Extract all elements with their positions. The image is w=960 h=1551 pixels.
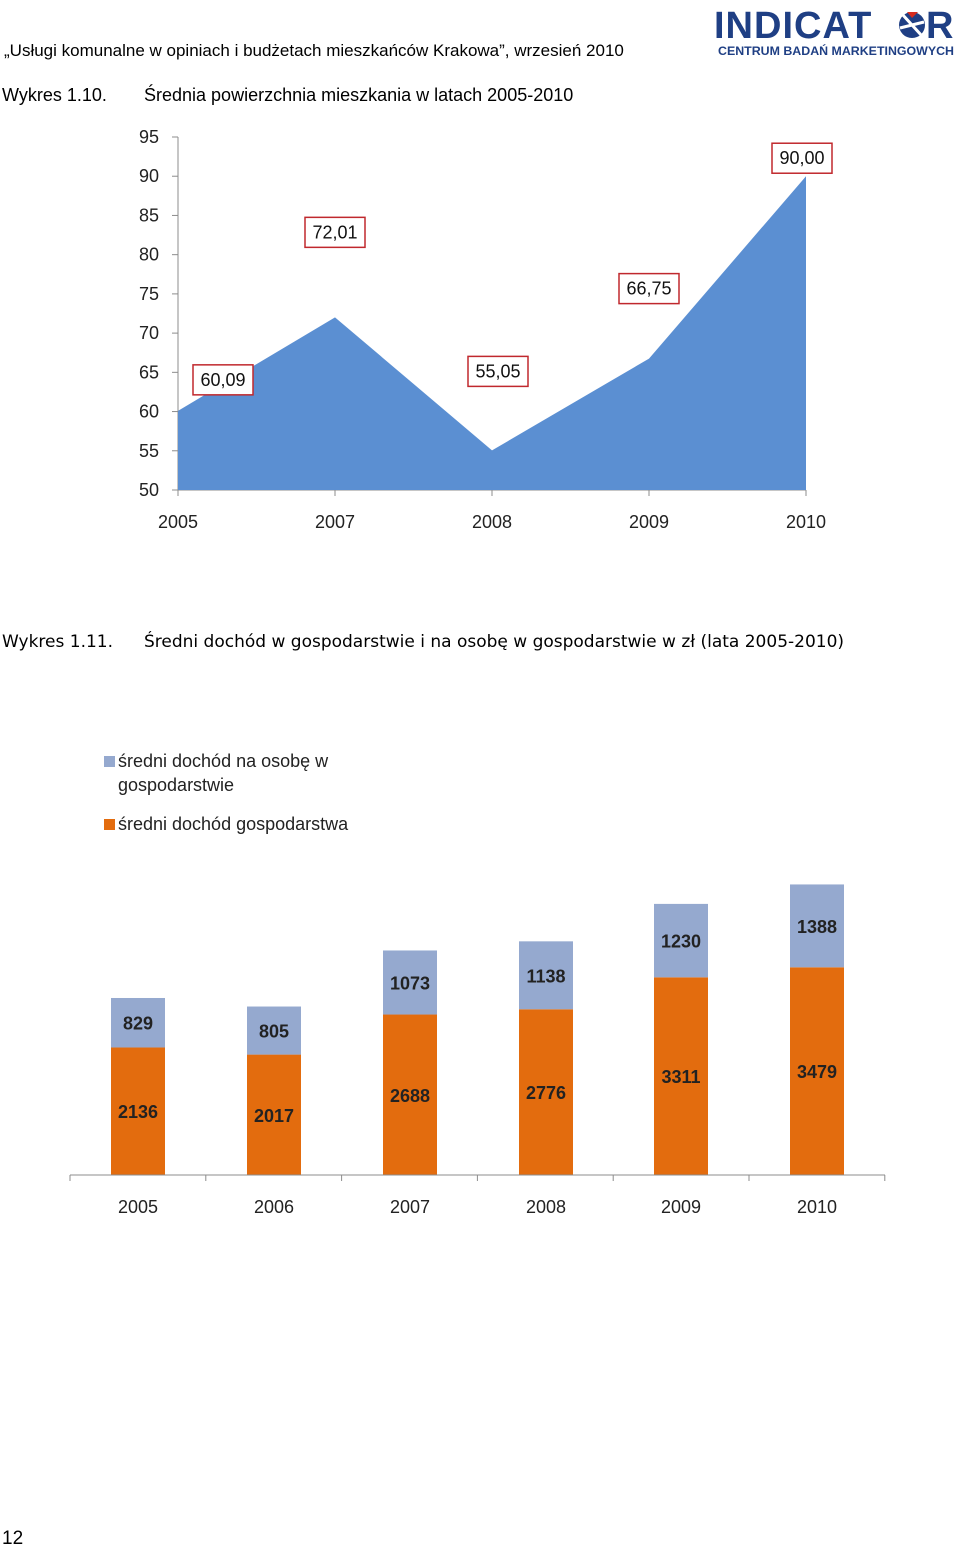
svg-text:72,01: 72,01 xyxy=(312,222,357,242)
svg-text:90,00: 90,00 xyxy=(779,148,824,168)
x-tick-label: 2009 xyxy=(661,1197,701,1217)
bar-household xyxy=(519,1009,573,1175)
y-tick-label: 80 xyxy=(139,245,159,265)
svg-text:średni dochód gospodarstwa: średni dochód gospodarstwa xyxy=(118,814,349,834)
bar-per-person xyxy=(654,903,708,978)
svg-text:średni dochód na osobę w: średni dochód na osobę w xyxy=(118,751,329,771)
data-label: 2688 xyxy=(390,1086,430,1106)
data-label: 829 xyxy=(123,1014,153,1034)
chart1-title: Wykres 1.10. Średnia powierzchnia mieszka… xyxy=(2,85,573,106)
y-tick-label: 60 xyxy=(139,402,159,422)
legend-swatch xyxy=(104,819,115,830)
bar-household xyxy=(654,977,708,1175)
bar-household xyxy=(790,967,844,1175)
page-number: 12 xyxy=(2,1528,24,1549)
y-tick-label: 55 xyxy=(139,441,159,461)
x-tick-label: 2005 xyxy=(118,1197,158,1217)
x-tick-label: 2008 xyxy=(526,1197,566,1217)
bar-per-person xyxy=(383,950,437,1015)
data-label: 1230 xyxy=(661,932,701,952)
y-tick-label: 95 xyxy=(139,127,159,147)
bar-per-person xyxy=(247,1006,301,1055)
x-tick-label: 2007 xyxy=(315,512,355,532)
bar-per-person xyxy=(790,884,844,968)
legend-item: średni dochód na osobę w gospodarstwie xyxy=(104,751,329,795)
svg-text:INDICAT: INDICAT xyxy=(714,5,872,47)
svg-text:60,09: 60,09 xyxy=(200,370,245,390)
x-tick-label: 2006 xyxy=(254,1197,294,1217)
chart1-label: Wykres 1.10. xyxy=(2,85,107,105)
data-label: 3479 xyxy=(797,1062,837,1082)
data-label: 90,00 xyxy=(771,142,833,174)
data-label: 1073 xyxy=(390,973,430,993)
x-tick-label: 2005 xyxy=(158,512,198,532)
x-tick-label: 2010 xyxy=(786,512,826,532)
chart2-title-text: Średni dochód w gospodarstwie i na osobę… xyxy=(144,632,845,652)
data-label: 2136 xyxy=(118,1102,158,1122)
x-tick-label: 2007 xyxy=(390,1197,430,1217)
area-series xyxy=(178,176,806,490)
chart2-title: Wykres 1.11. Średni dochód w gospodarstwi… xyxy=(2,632,844,652)
data-label: 2017 xyxy=(254,1106,294,1126)
y-tick-label: 50 xyxy=(139,480,159,500)
data-label: 805 xyxy=(259,1022,289,1042)
y-tick-label: 65 xyxy=(139,362,159,382)
data-label: 2776 xyxy=(526,1083,566,1103)
bar-household xyxy=(383,1014,437,1175)
data-label: 66,75 xyxy=(618,272,680,305)
data-label: 60,09 xyxy=(192,364,254,396)
svg-text:R: R xyxy=(926,5,953,47)
svg-text:gospodarstwie: gospodarstwie xyxy=(118,775,234,795)
bar-household xyxy=(247,1054,301,1175)
data-label: 55,05 xyxy=(467,355,529,388)
x-tick-label: 2009 xyxy=(629,512,669,532)
chart1-title-text: Średnia powierzchnia mieszkania w latach… xyxy=(144,85,574,105)
bar-per-person xyxy=(111,997,165,1048)
data-label: 1138 xyxy=(526,966,565,986)
area-chart: 50 55 60 65 70 75 80 85 90 95 2005 2007 2008 2009 2010… xyxy=(139,127,833,532)
data-label: 72,01 xyxy=(304,216,366,249)
legend-item: średni dochód gospodarstwa xyxy=(104,814,349,834)
legend-swatch xyxy=(104,756,115,767)
svg-text:CENTRUM BADAŃ MARKETINGOWYCH: CENTRUM BADAŃ MARKETINGOWYCH xyxy=(718,45,954,58)
y-tick-label: 85 xyxy=(139,205,159,225)
y-tick-label: 90 xyxy=(139,166,159,186)
chart2-label: Wykres 1.11. xyxy=(2,632,114,652)
bar-per-person xyxy=(519,941,573,1010)
data-label: 3311 xyxy=(661,1067,700,1087)
y-tick-label: 70 xyxy=(139,323,159,343)
report-header: „Usługi komunalne w opiniach i budżetach… xyxy=(4,41,624,60)
indicator-logo: INDICAT R CENTRUM BADAŃ MARKETINGOWYCH xyxy=(714,5,954,58)
x-tick-label: 2008 xyxy=(472,512,512,532)
svg-text:55,05: 55,05 xyxy=(475,361,520,381)
stacked-bar-chart: średni dochód na osobę wgospodarstwieśre… xyxy=(69,751,886,1217)
svg-text:66,75: 66,75 xyxy=(626,279,671,299)
x-tick-label: 2010 xyxy=(797,1197,837,1217)
data-label: 1388 xyxy=(797,917,837,937)
bar-household xyxy=(111,1047,165,1175)
y-tick-label: 75 xyxy=(139,284,159,304)
